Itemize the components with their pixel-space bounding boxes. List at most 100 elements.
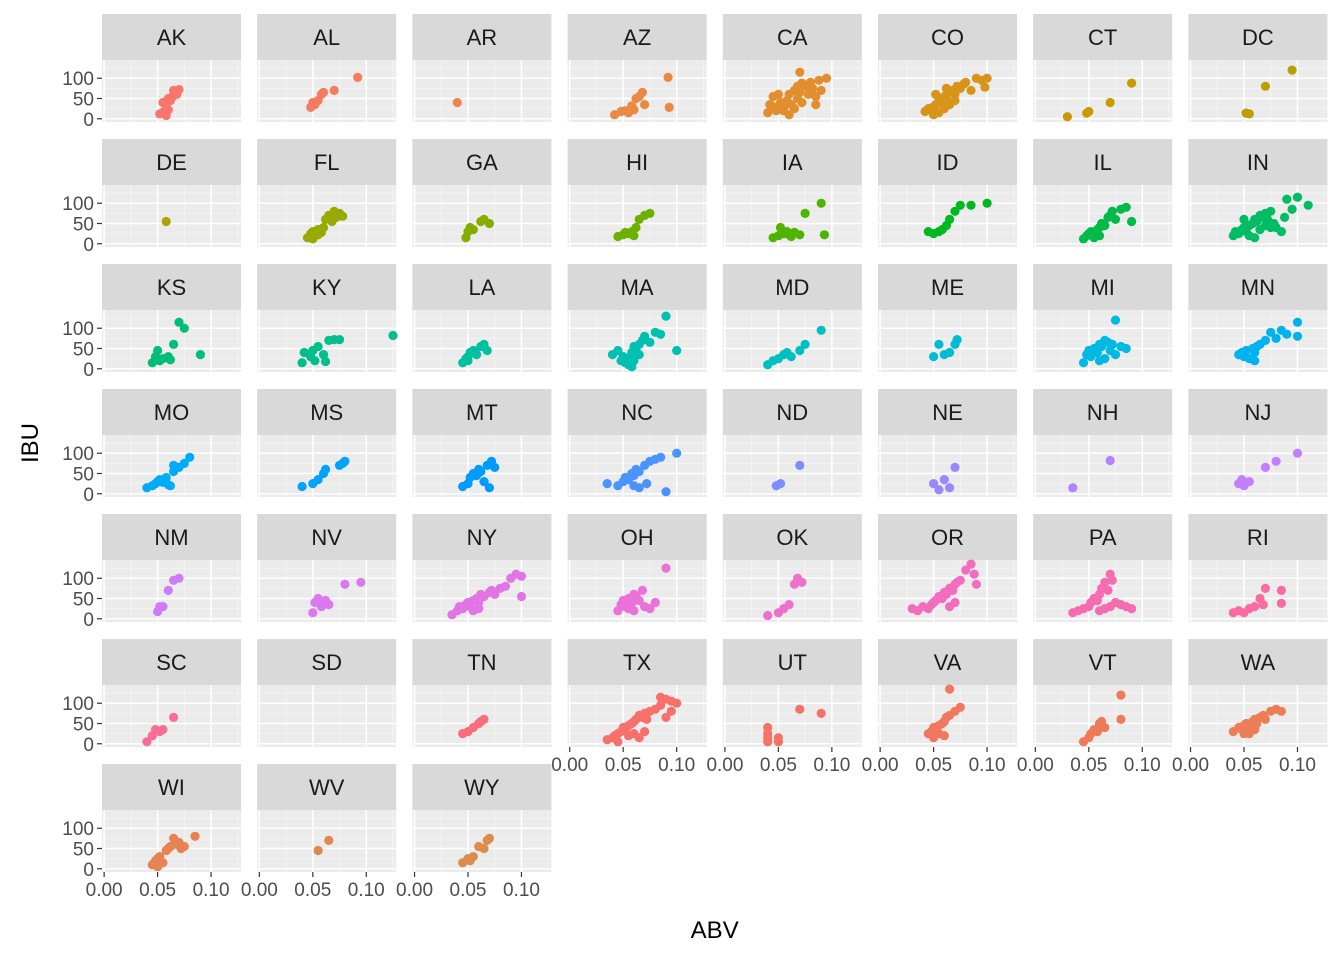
- data-point: [313, 593, 323, 604]
- data-point: [161, 472, 171, 483]
- data-point: [500, 581, 510, 591]
- facet-strip-label: MA: [621, 275, 654, 300]
- facet-strip-label: MO: [154, 400, 189, 425]
- data-point: [179, 841, 189, 852]
- data-point: [468, 225, 478, 235]
- data-point: [634, 733, 644, 743]
- data-point: [338, 211, 348, 221]
- data-point: [1107, 575, 1117, 585]
- data-point: [310, 356, 320, 366]
- data-point: [1105, 97, 1115, 108]
- data-point: [313, 475, 323, 485]
- data-point: [1121, 343, 1131, 354]
- facet-strip: [412, 139, 552, 185]
- facet-panel-wa: WA 0.00 0.05 0.10: [1172, 639, 1328, 776]
- data-point: [1116, 690, 1126, 700]
- data-point: [1116, 714, 1126, 725]
- data-point: [1282, 329, 1292, 339]
- data-point: [482, 345, 492, 356]
- facet-strip: [412, 14, 552, 60]
- data-point: [800, 339, 810, 349]
- data-point: [1276, 598, 1286, 609]
- facet-strip: [257, 389, 397, 435]
- facet-strip: [1188, 389, 1328, 435]
- data-point: [190, 831, 200, 841]
- facet-strip: [567, 264, 707, 310]
- data-point: [961, 565, 971, 575]
- data-point: [934, 339, 944, 349]
- data-point: [1266, 327, 1276, 337]
- facet-strip: [412, 389, 552, 435]
- data-point: [174, 317, 184, 327]
- facet-strip: [722, 14, 862, 60]
- data-point: [634, 483, 644, 493]
- panel-background: [1188, 60, 1328, 122]
- facet-strip-label: UT: [778, 650, 807, 675]
- data-point: [929, 352, 939, 362]
- facet-strip: [412, 514, 552, 560]
- panel-background: [1188, 435, 1328, 497]
- data-point: [811, 100, 821, 110]
- data-point: [474, 604, 484, 614]
- panel-background: [722, 685, 862, 747]
- data-point: [793, 81, 803, 91]
- data-point: [313, 341, 323, 352]
- facet-strip-label: OR: [931, 525, 964, 550]
- data-point: [797, 97, 807, 108]
- data-point: [795, 460, 805, 470]
- data-point: [620, 227, 630, 237]
- data-point: [479, 477, 489, 487]
- data-point: [1110, 350, 1121, 360]
- facet-strip-label: GA: [466, 150, 498, 175]
- data-point: [640, 100, 650, 110]
- facet-panel-mt: MT: [412, 389, 552, 497]
- data-point: [821, 73, 832, 83]
- data-point: [819, 230, 830, 240]
- data-point: [1127, 604, 1137, 614]
- data-point: [1092, 727, 1102, 737]
- facet-strip-label: PA: [1089, 525, 1117, 550]
- data-point: [1244, 109, 1254, 119]
- data-point: [1100, 354, 1110, 364]
- data-point: [808, 83, 818, 93]
- data-point: [945, 483, 955, 493]
- facet-strip: [1188, 264, 1328, 310]
- facet-panel-ky: KY: [257, 264, 398, 372]
- facet-panel-al: AL: [257, 14, 397, 122]
- data-point: [672, 345, 682, 356]
- data-point: [1239, 214, 1249, 224]
- facet-panel-oh: OH: [567, 514, 707, 622]
- facet-strip-label: NV: [311, 525, 342, 550]
- facet-strip: [878, 264, 1017, 310]
- y-tick-label: 50: [73, 214, 94, 235]
- facet-panel-co: CO: [878, 14, 1017, 122]
- data-point: [185, 452, 195, 462]
- y-tick-label: 100: [62, 569, 94, 590]
- data-point: [452, 97, 462, 108]
- y-tick-label: 100: [62, 819, 94, 840]
- facet-strip: [1188, 639, 1328, 685]
- data-point: [1127, 216, 1137, 227]
- facet-strip-label: MS: [310, 400, 343, 425]
- data-point: [1089, 233, 1099, 243]
- panel-background: [257, 560, 397, 622]
- data-point: [472, 350, 482, 360]
- data-point: [784, 600, 794, 610]
- facet-panel-id: ID: [878, 139, 1017, 247]
- data-point: [623, 604, 634, 614]
- data-point: [664, 102, 674, 112]
- facet-strip-label: FL: [314, 150, 340, 175]
- data-point: [340, 579, 350, 589]
- facet-strip-label: IA: [782, 150, 803, 175]
- facet-strip-label: MI: [1090, 275, 1114, 300]
- facet-strip-label: AK: [157, 25, 187, 50]
- facet-strip: [102, 389, 241, 435]
- data-point: [353, 72, 363, 82]
- facet-strip: [722, 264, 862, 310]
- panel-background: [257, 685, 397, 747]
- data-point: [966, 559, 976, 569]
- data-point: [179, 458, 189, 468]
- data-point: [950, 206, 960, 216]
- facet-strip-label: TN: [467, 650, 496, 675]
- data-point: [1276, 227, 1286, 237]
